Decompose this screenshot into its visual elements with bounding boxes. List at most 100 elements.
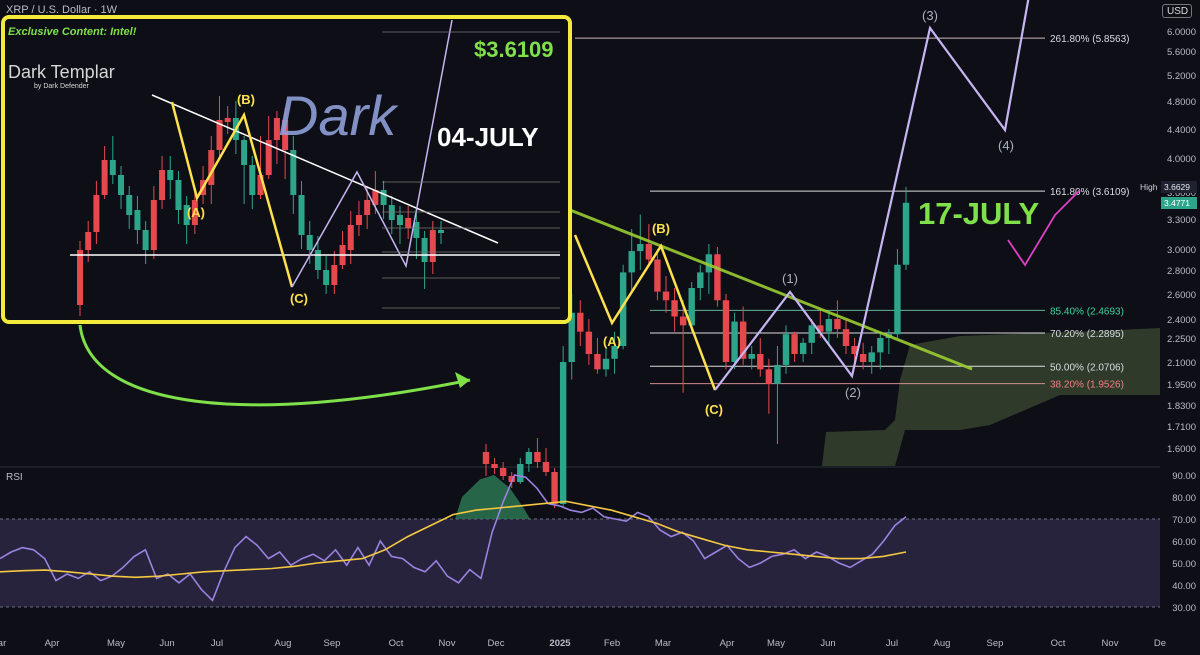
rsi-tick-label: 30.00 xyxy=(1172,603,1196,614)
projection-path xyxy=(1007,189,1081,267)
watermark-line1: Exclusive Content: Intel! xyxy=(8,26,137,38)
fib-label: 38.20% (1.9526) xyxy=(1050,380,1124,391)
inset-candle-body xyxy=(429,230,436,262)
candle-body xyxy=(774,364,781,384)
high-value: 3.6629 xyxy=(1164,182,1190,192)
price-tick-label: 3.3000 xyxy=(1167,215,1196,226)
price-tick-label: 2.6000 xyxy=(1167,290,1196,301)
candle-body xyxy=(525,452,533,464)
inset-candle-body xyxy=(306,235,313,250)
inset-candle-body xyxy=(118,175,125,195)
candle-body xyxy=(559,362,567,504)
arrow-head xyxy=(455,372,470,388)
inset-candle-body xyxy=(413,222,420,238)
time-tick-label: May xyxy=(767,638,785,649)
candle-body xyxy=(834,319,841,330)
time-tick-label: Jun xyxy=(159,638,174,649)
price-tick-label: 2.2500 xyxy=(1167,334,1196,345)
inset-candle-body xyxy=(265,140,272,175)
price-tick-label: 2.4000 xyxy=(1167,315,1196,326)
time-tick-label: Jul xyxy=(211,638,223,649)
cloud-area xyxy=(822,328,1160,466)
price-tick-label: 3.6000 xyxy=(1167,188,1196,199)
abc-wave xyxy=(573,234,717,391)
inset-impulse-wave xyxy=(291,19,453,288)
rsi-tick-label: 40.00 xyxy=(1172,581,1196,592)
inset-candle-body xyxy=(109,160,116,175)
inset-candle-body xyxy=(175,180,182,210)
impulse-wave xyxy=(714,0,1030,391)
candle-body xyxy=(765,369,773,384)
rsi-overbought-fill xyxy=(440,475,530,519)
candle-body xyxy=(568,312,575,362)
candle-body xyxy=(611,346,618,359)
candle-body xyxy=(748,354,755,359)
inset-candle-body xyxy=(183,205,190,225)
candle-body xyxy=(722,300,730,362)
inset-candle-body xyxy=(298,195,305,235)
price-tick-label: 4.8000 xyxy=(1167,97,1196,108)
wave-label: (C) xyxy=(705,402,723,417)
inset-candle-body xyxy=(347,225,354,250)
candle-body xyxy=(654,259,661,292)
candle-body xyxy=(799,342,807,354)
inset-abc-wave xyxy=(170,101,294,288)
candle-body xyxy=(585,331,593,354)
inset-border xyxy=(1,15,572,324)
last-price-value: 3.4771 xyxy=(1164,198,1190,208)
rsi-line xyxy=(0,474,907,602)
candle-body xyxy=(491,464,498,468)
time-tick-label: Aug xyxy=(275,638,292,649)
wave-label: (A) xyxy=(603,334,621,349)
fib-label: 70.20% (2.2895) xyxy=(1050,329,1124,340)
wave-label: (4) xyxy=(998,138,1014,153)
time-tick-label: 2025 xyxy=(549,638,571,649)
candle-body xyxy=(637,244,644,252)
price-tick-label: 1.8300 xyxy=(1167,401,1196,412)
inset-candle-body xyxy=(273,118,280,140)
time-tick-label: Jun xyxy=(820,638,835,649)
inset-candle-body xyxy=(290,150,297,195)
inset-candle-body xyxy=(323,270,330,285)
inset-candle-body xyxy=(77,250,83,305)
watermark-subline: by Dark Defender xyxy=(34,83,90,90)
price-tick-label: 6.0000 xyxy=(1167,27,1196,38)
candle-body xyxy=(499,468,507,476)
inset-candle-body xyxy=(421,238,428,262)
inset-candle-body xyxy=(224,118,231,122)
candle-body xyxy=(791,334,798,354)
time-tick-label: Apr xyxy=(720,638,735,649)
candle-body xyxy=(859,354,867,362)
candle-body xyxy=(619,272,627,346)
currency-button[interactable]: USD xyxy=(1162,4,1192,18)
inset-candle-body xyxy=(150,200,157,250)
time-tick-label: Nov xyxy=(1102,638,1119,649)
candle-body xyxy=(517,464,524,482)
inset-candle-body xyxy=(85,232,92,250)
rsi-tick-label: 50.00 xyxy=(1172,559,1196,570)
time-tick-label: Jul xyxy=(886,638,898,649)
inset-candle-body xyxy=(93,195,100,232)
time-tick-label: Feb xyxy=(604,638,620,649)
inset-candle-body xyxy=(364,200,371,215)
inset-candle-body xyxy=(191,200,198,225)
time-tick-label: Dec xyxy=(488,638,505,649)
candle-body xyxy=(817,325,824,332)
time-tick-label: May xyxy=(107,638,125,649)
candle-body xyxy=(671,300,678,317)
inset-candle-body xyxy=(101,160,108,195)
fib-label: 261.80% (5.8563) xyxy=(1050,34,1130,45)
inset-candle-body xyxy=(216,120,223,150)
fib-label: 161.80% (3.6109) xyxy=(1050,187,1130,198)
inset-candle-body xyxy=(159,170,166,200)
rsi-band xyxy=(0,519,1160,607)
rsi-tick-label: 90.00 xyxy=(1172,471,1196,482)
inset-date-label: 04-JULY xyxy=(437,122,539,152)
time-tick-label: ar xyxy=(0,638,6,649)
inset-candle-body xyxy=(167,170,174,180)
rsi-tick-label: 70.00 xyxy=(1172,515,1196,526)
inset-candle-body xyxy=(208,150,215,185)
arrow-curve xyxy=(78,324,471,407)
price-tick-label: 5.2000 xyxy=(1167,71,1196,82)
high-label: High xyxy=(1140,182,1158,192)
